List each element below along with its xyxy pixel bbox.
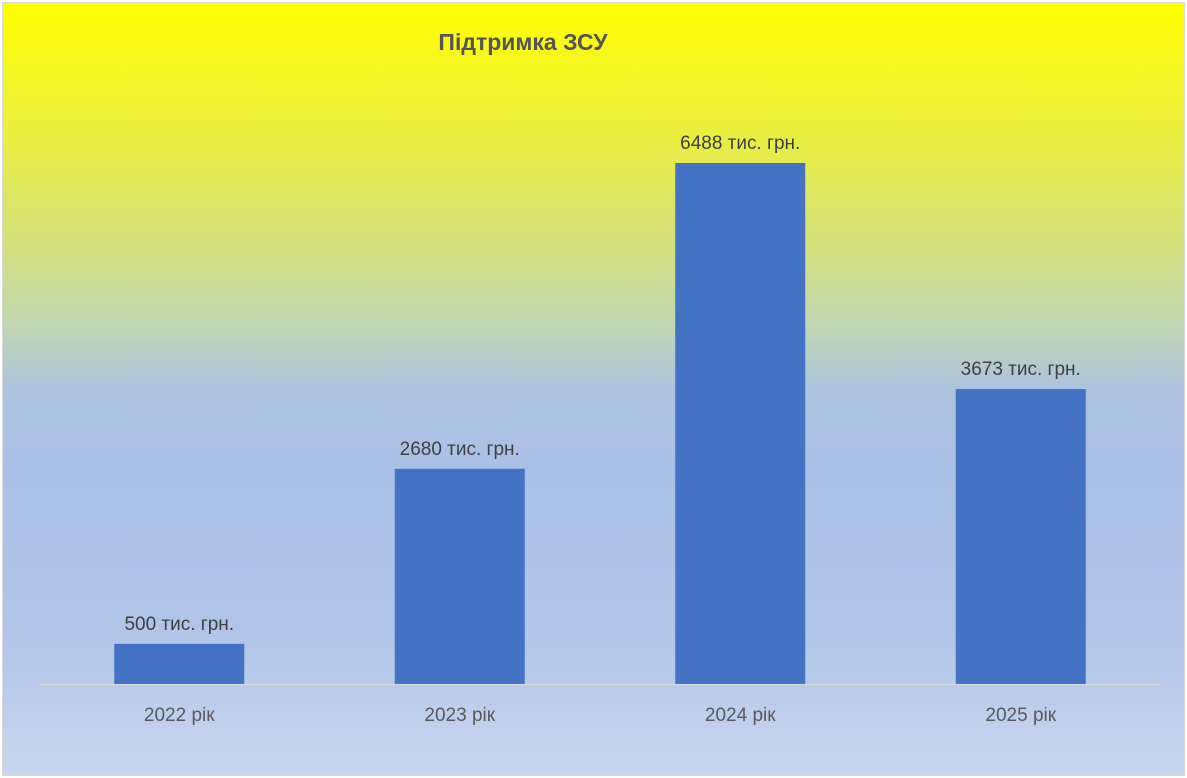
- bar: [955, 389, 1086, 684]
- data-label: 500 тис. грн.: [124, 614, 234, 635]
- x-tick-label: 2022 рік: [144, 705, 215, 726]
- bars-group: [114, 163, 1086, 684]
- chart-title: Підтримка ЗСУ: [438, 29, 608, 55]
- bar: [114, 643, 245, 684]
- data-labels-group: 500 тис. грн. 2680 тис. грн. 6488 тис. грн…: [124, 133, 1080, 635]
- data-label: 2680 тис. грн.: [400, 439, 520, 460]
- data-label: 6488 тис. грн.: [680, 133, 800, 154]
- bar: [394, 468, 525, 684]
- x-axis-tick-labels: 2022 рік 2023 рік 2024 рік 2025 рік: [144, 705, 1057, 726]
- bar: [675, 163, 806, 684]
- x-tick-label: 2025 рік: [985, 705, 1056, 726]
- x-tick-label: 2023 рік: [424, 705, 495, 726]
- plot-area: 500 тис. грн. 2680 тис. грн. 6488 тис. грн…: [39, 133, 1161, 726]
- data-label: 3673 тис. грн.: [961, 359, 1081, 380]
- x-tick-label: 2024 рік: [705, 705, 776, 726]
